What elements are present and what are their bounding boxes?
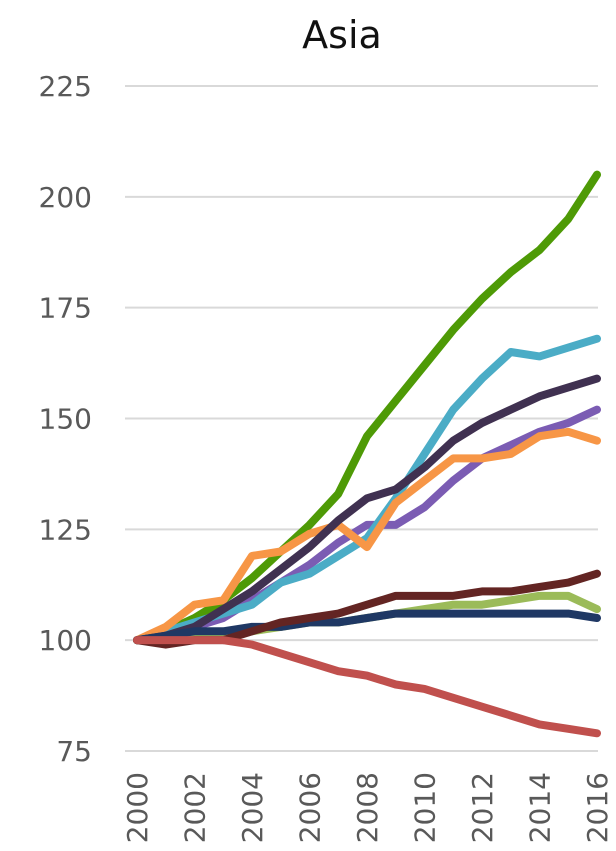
x-tick-label: 2010 [409,772,442,843]
series-line-1 [133,170,601,645]
series-line-9 [133,636,601,738]
series-line-2 [133,405,601,645]
series-line-7 [133,609,601,645]
x-axis-tick-labels: 2000 2002 2004 2006 2008 2010 2012 2014 2016 [121,772,614,843]
y-axis-tick-labels: 225 200 175 150 125 100 75 [39,70,92,768]
series-line-4 [133,427,601,645]
x-tick-label: 2006 [294,772,327,843]
x-tick-label: 2004 [236,772,269,843]
y-tick-label: 125 [39,513,92,546]
y-tick-label: 175 [39,292,92,325]
series-lines [133,170,601,738]
y-tick-label: 100 [39,624,92,657]
y-tick-label: 200 [39,181,92,214]
x-tick-label: 2014 [524,772,557,843]
y-tick-label: 225 [39,70,92,103]
gridlines [125,85,598,752]
chart-title: Asia [302,13,382,57]
x-tick-label: 2008 [351,772,384,843]
x-tick-label: 2002 [179,772,212,843]
series-line-5 [133,374,601,645]
x-tick-label: 2016 [581,772,614,843]
x-tick-label: 2000 [121,772,154,843]
y-tick-label: 75 [56,735,92,768]
y-tick-label: 150 [39,403,92,436]
x-tick-label: 2012 [466,772,499,843]
